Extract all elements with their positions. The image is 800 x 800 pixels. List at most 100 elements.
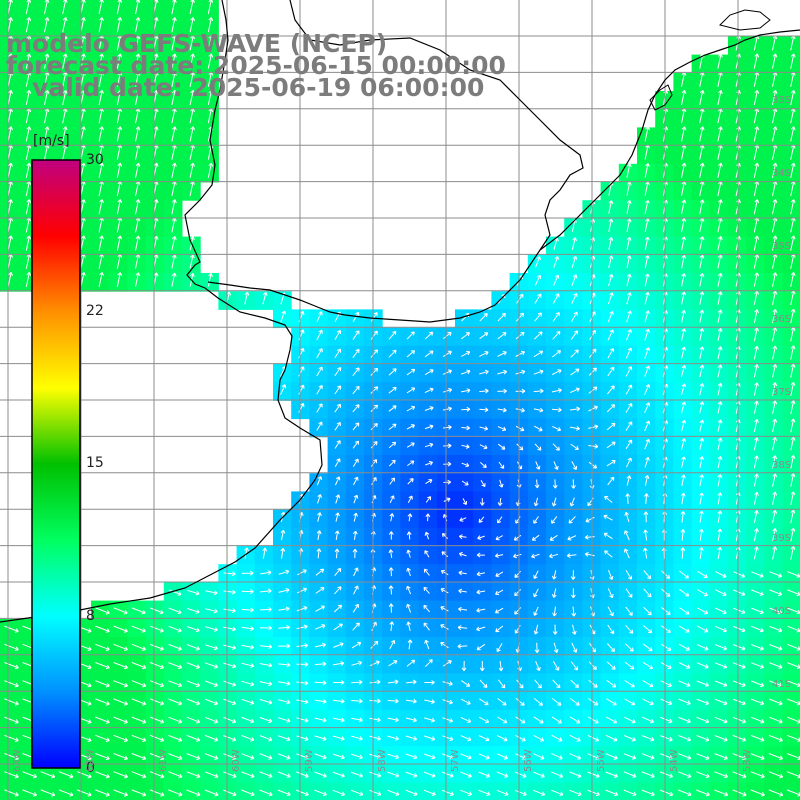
wind-vector-arrow [513,534,522,541]
wind-vector-arrow [352,603,359,613]
wind-vector-arrow [717,401,723,414]
wind-vector-arrow [316,530,322,541]
wind-vector-arrow [168,662,183,669]
wind-vector-arrow [569,771,582,778]
wind-vector-arrow [551,388,562,393]
wind-vector-arrow [768,698,783,706]
wind-vector-arrow [624,698,636,706]
wind-vector-arrow [644,420,651,432]
wind-vector-arrow [588,679,598,688]
wind-vector-arrow [424,531,430,540]
wind-vector-arrow [314,699,327,704]
wind-vector-arrow [498,461,505,469]
wind-vector-arrow [168,771,183,779]
wind-vector-arrow [424,680,435,685]
wind-vector-arrow [4,771,19,779]
wind-vector-arrow [4,680,19,688]
wind-vector-arrow [370,459,378,467]
wind-vector-arrow [641,771,655,778]
wind-vector-arrow [334,586,342,595]
wind-vector-arrow [479,332,489,340]
wind-vector-arrow [189,53,195,69]
wind-vector-arrow [733,571,746,578]
wind-vector-arrow [150,607,164,615]
wind-vector-arrow [387,735,399,741]
wind-vector-arrow [186,662,201,669]
wind-vector-arrow [479,498,485,506]
wind-vector-arrow [603,514,613,521]
wind-vector-arrow [423,568,430,576]
longitude-label: 63W [12,749,23,772]
wind-vector-arrow [442,350,452,358]
longitude-label: 60W [231,749,242,772]
wind-vector-arrow [584,534,595,540]
wind-vector-arrow [533,588,539,598]
wind-vector-arrow [606,441,616,449]
wind-vector-arrow [317,494,322,504]
wind-vector-arrow [768,789,784,797]
wind-vector-arrow [113,698,129,706]
wind-vector-arrow [314,680,327,686]
wind-vector-arrow [278,569,290,575]
wind-vector-arrow [332,789,346,797]
wind-vector-arrow [626,181,632,196]
wind-vector-arrow [135,235,141,251]
wind-vector-arrow [659,789,674,797]
wind-vector-arrow [549,553,559,559]
wind-vector-arrow [296,624,308,630]
wind-vector-arrow [681,328,687,341]
wind-vector-arrow [460,350,471,357]
wind-vector-arrow [440,624,449,630]
wind-vector-arrow [77,789,92,797]
wind-vector-arrow [772,509,778,524]
wind-vector-arrow [406,679,417,685]
wind-vector-arrow [790,199,796,215]
wind-vector-arrow [717,291,723,305]
wind-vector-arrow [278,662,291,668]
wind-vector-arrow [571,624,577,635]
wind-vector-arrow [498,479,504,488]
wind-vector-arrow [98,199,104,215]
wind-vector-arrow [570,661,578,671]
wind-vector-arrow [241,789,255,797]
wind-vector-arrow [241,662,255,668]
wind-vector-arrow [624,511,630,523]
wind-vector-arrow [569,734,581,742]
wind-vector-arrow [442,369,453,375]
wind-vector-arrow [697,570,708,579]
wind-vector-arrow [751,571,764,578]
wind-vector-arrow [407,478,414,485]
wind-vector-arrow [333,661,345,666]
wind-vector-arrow [753,235,760,251]
wind-vector-arrow [461,444,470,449]
wind-vector-arrow [515,312,524,322]
wind-vector-arrow [515,369,526,375]
wind-vector-arrow [314,717,327,723]
wind-vector-arrow [678,643,690,651]
coastline [0,0,323,623]
wind-vector-arrow [606,698,617,706]
wind-vector-arrow [316,548,322,559]
wind-vector-arrow [149,734,165,742]
wind-vector-arrow [772,53,778,69]
wind-vector-arrow [678,662,691,669]
wind-vector-arrow [389,639,396,650]
wind-vector-arrow [241,570,254,576]
wind-vector-arrow [772,418,778,433]
wind-vector-arrow [476,607,486,613]
wind-vector-arrow [696,662,709,669]
wind-vector-arrow [514,607,522,615]
wind-vector-arrow [98,271,104,288]
wind-vector-arrow [479,444,488,450]
wind-vector-arrow [406,368,416,376]
wind-vector-arrow [699,217,705,233]
wind-vector-arrow [751,625,764,633]
wind-vector-arrow [461,480,469,486]
wind-vector-arrow [150,643,165,651]
wind-vector-arrow [423,789,436,796]
wind-vector-arrow [350,771,364,778]
wind-vector-arrow [352,311,360,322]
wind-vector-arrow [7,0,13,15]
wind-vector-arrow [442,388,453,393]
wind-vector-arrow [150,716,165,724]
